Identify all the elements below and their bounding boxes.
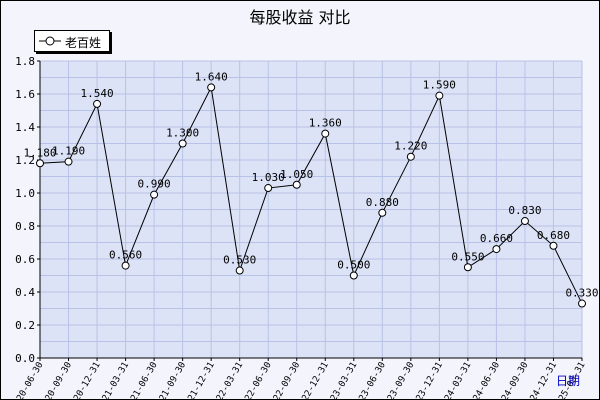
data-label: 1.180 xyxy=(23,146,56,159)
data-label: 1.590 xyxy=(423,79,456,92)
data-label: 0.500 xyxy=(337,259,370,272)
data-label: 1.540 xyxy=(80,87,113,100)
data-label: 0.550 xyxy=(451,250,484,263)
chart-title: 每股收益 对比 xyxy=(249,8,351,27)
data-label: 1.190 xyxy=(52,145,85,158)
data-point xyxy=(178,139,187,148)
data-label: 0.880 xyxy=(366,196,399,209)
data-label: 1.050 xyxy=(280,168,313,181)
data-label: 0.680 xyxy=(537,229,570,242)
x-tick-label: 2020-06-30 xyxy=(10,361,46,400)
data-point xyxy=(378,208,387,217)
data-point xyxy=(36,159,44,168)
y-tick-label: 1.8 xyxy=(15,55,35,68)
data-point xyxy=(349,271,358,280)
data-label: 1.220 xyxy=(394,140,427,153)
data-label: 1.030 xyxy=(252,171,285,184)
y-tick-label: 1.0 xyxy=(15,187,35,200)
y-tick-label: 1.4 xyxy=(15,121,35,134)
legend-marker-icon xyxy=(39,36,61,46)
data-point xyxy=(549,241,558,250)
data-point xyxy=(578,299,586,308)
data-point xyxy=(121,261,130,270)
legend: 老百姓 xyxy=(34,30,110,52)
data-label: 1.640 xyxy=(195,70,228,83)
data-point xyxy=(235,266,244,275)
y-tick-label: 0.4 xyxy=(15,286,35,299)
data-point xyxy=(207,83,216,92)
data-point xyxy=(406,152,415,161)
y-tick-label: 1.2 xyxy=(15,154,35,167)
y-tick-label: 1.6 xyxy=(15,88,35,101)
y-tick-label: 0.0 xyxy=(15,352,35,365)
data-point xyxy=(64,157,73,166)
data-label: 0.530 xyxy=(223,254,256,267)
series-line xyxy=(39,85,583,304)
y-tick-label: 0.6 xyxy=(15,253,35,266)
data-label: 1.360 xyxy=(309,117,342,130)
data-label: 0.330 xyxy=(565,287,598,300)
data-label: 0.990 xyxy=(138,178,171,191)
data-point xyxy=(264,184,273,193)
data-label: 0.660 xyxy=(480,232,513,245)
data-point xyxy=(520,217,529,226)
legend-label: 老百姓 xyxy=(65,36,102,50)
data-label: 0.560 xyxy=(109,249,142,262)
data-label: 1.300 xyxy=(166,127,199,140)
data-point xyxy=(463,263,472,272)
y-tick-label: 0.8 xyxy=(15,220,35,233)
y-tick-label: 0.2 xyxy=(15,319,35,332)
x-axis-title: 日期 xyxy=(556,374,581,388)
data-point xyxy=(292,180,301,189)
data-point xyxy=(93,99,102,108)
data-label: 0.830 xyxy=(508,204,541,217)
data-point xyxy=(492,245,501,254)
data-point xyxy=(150,190,159,199)
data-point xyxy=(435,91,444,100)
data-point xyxy=(321,129,330,138)
